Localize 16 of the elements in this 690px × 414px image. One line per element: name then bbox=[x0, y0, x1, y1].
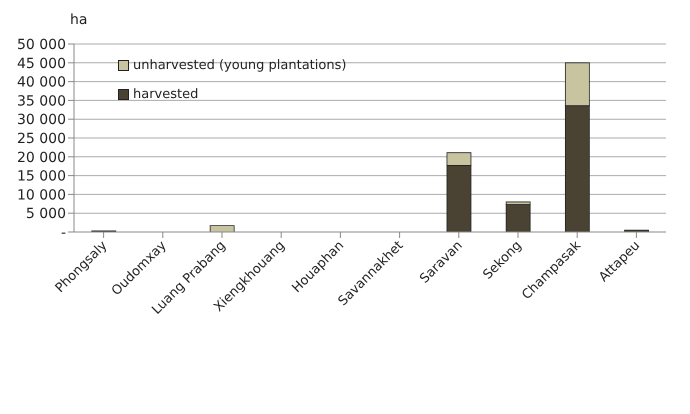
y-tick-label: - bbox=[60, 224, 66, 241]
y-tick-label: 20 000 bbox=[17, 150, 66, 166]
y-tick-label: 50 000 bbox=[17, 36, 66, 53]
y-tick-label: 15 000 bbox=[17, 168, 66, 185]
y-tick-label: 40 000 bbox=[17, 74, 66, 91]
bar bbox=[210, 225, 235, 232]
y-tick-label: 30 000 bbox=[17, 112, 66, 128]
y-tick-label: 10 000 bbox=[17, 187, 66, 204]
y-tick-label: 5 000 bbox=[26, 206, 66, 222]
legend-label: unharvested (young plantations) bbox=[133, 58, 346, 73]
y-tick-label: 25 000 bbox=[17, 130, 66, 147]
legend-label: harvested bbox=[133, 87, 198, 102]
y-tick-label: 45 000 bbox=[17, 56, 66, 72]
bar bbox=[506, 204, 531, 232]
y-axis-title: ha bbox=[70, 12, 88, 28]
y-tick-label: 35 000 bbox=[17, 93, 66, 110]
